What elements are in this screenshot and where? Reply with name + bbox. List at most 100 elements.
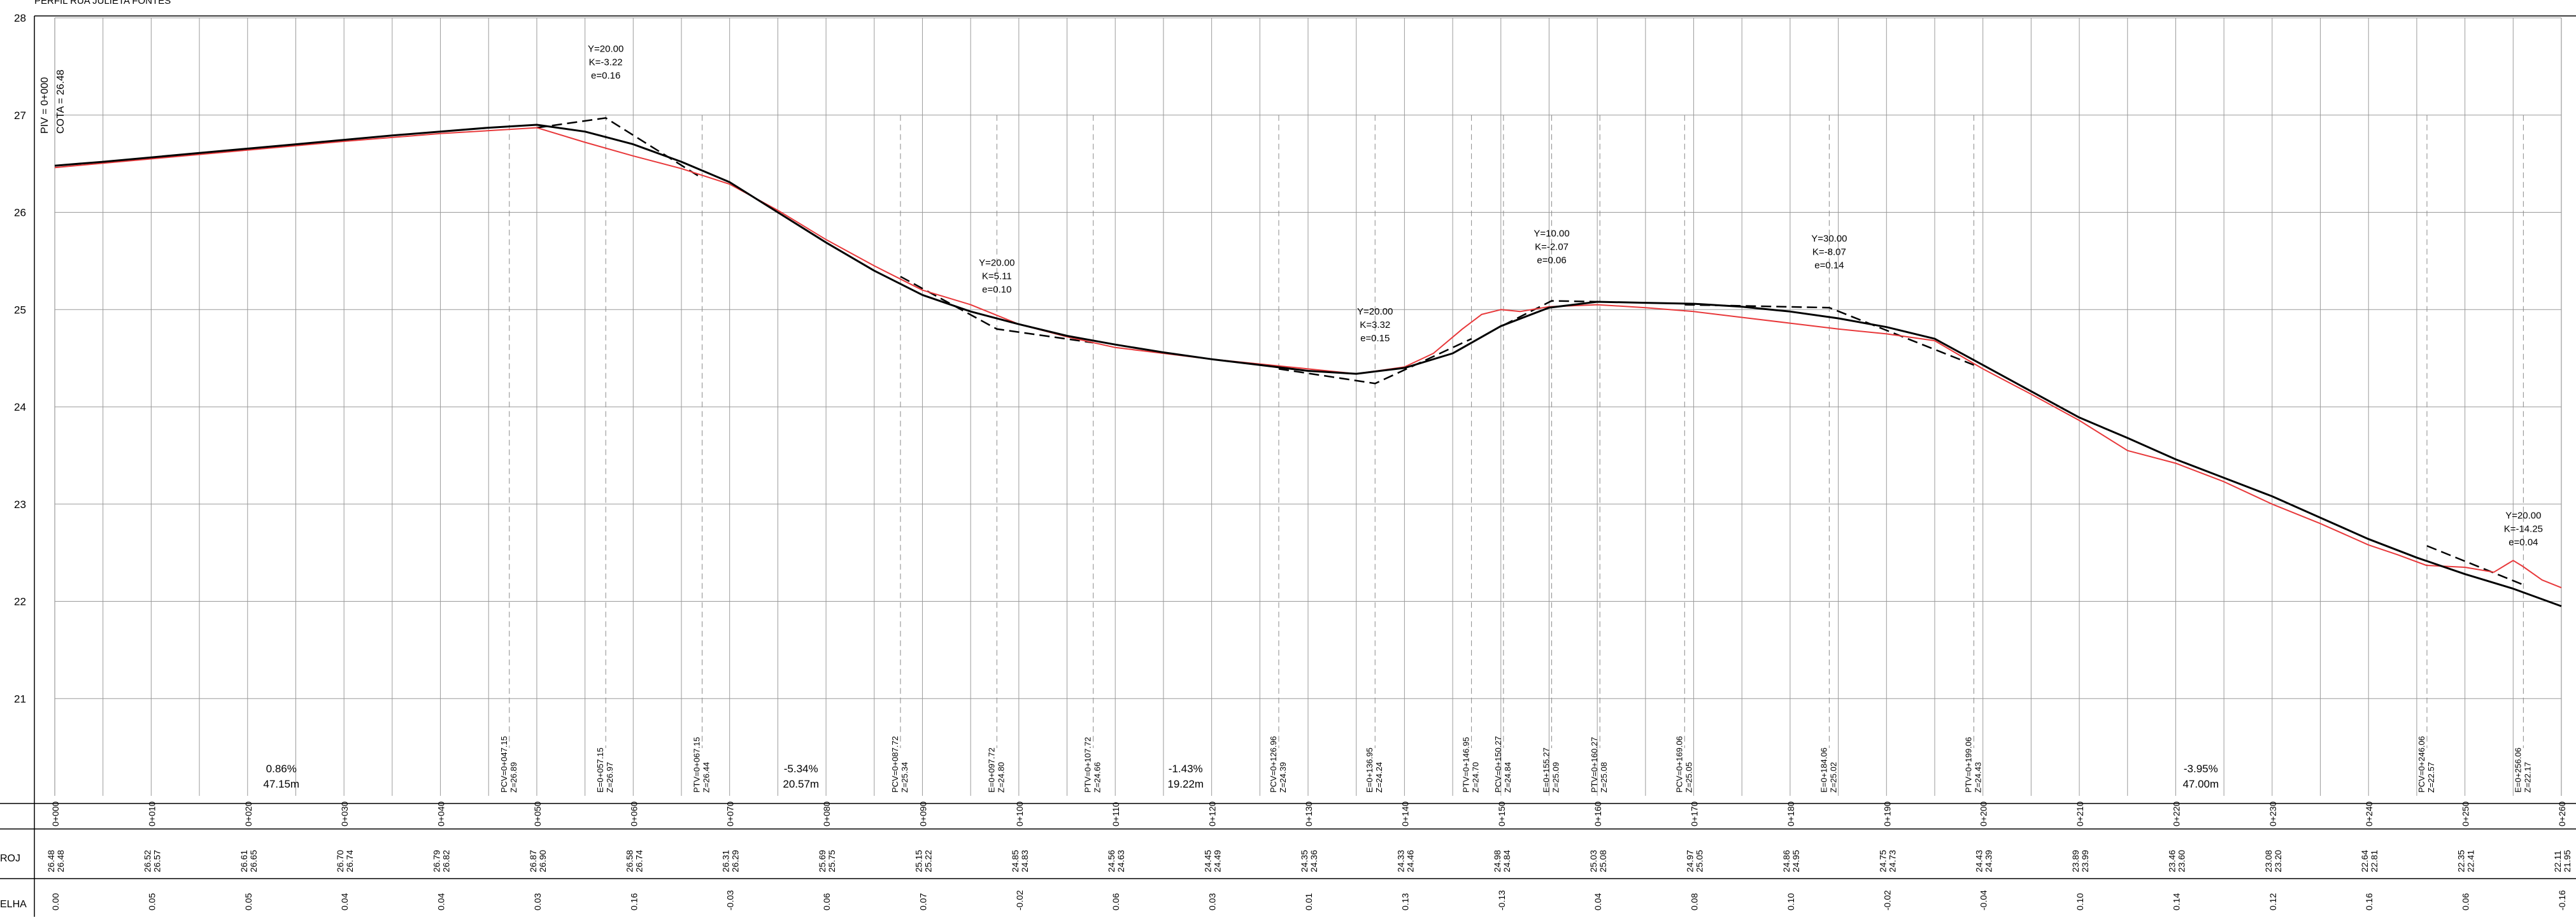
row-label-diff: ELHA xyxy=(0,899,27,910)
start-annotation-piv: PIV = 0+000 xyxy=(39,77,50,134)
series-layer xyxy=(54,117,2562,607)
difference-cell: 0.03 xyxy=(1207,893,1218,910)
terrain-elevation-cell: 24.84 xyxy=(1502,850,1512,872)
curve-parameter-label: e=0.15 xyxy=(1360,333,1390,344)
projected-elevation-cell: 26.52 xyxy=(142,850,152,872)
difference-cell: -0.02 xyxy=(1882,890,1892,910)
y-tick-label: 21 xyxy=(14,693,26,705)
projected-elevation-cell: 26.61 xyxy=(239,850,249,872)
grade-percent-label: 0.86% xyxy=(266,763,297,775)
curve-parameter-label: K=-8.07 xyxy=(1812,246,1846,257)
station-label: 0+030 xyxy=(339,801,350,826)
projected-elevation-cell: 25.03 xyxy=(1588,850,1598,872)
projected-elevation-cell: 26.79 xyxy=(432,850,442,872)
difference-cell: -0.16 xyxy=(2557,890,2567,910)
projected-elevation-cell: 24.86 xyxy=(1781,850,1791,872)
difference-cell: 0.05 xyxy=(243,893,253,910)
difference-cell: 0.13 xyxy=(1400,893,1410,910)
projected-elevation-cell: 24.98 xyxy=(1492,850,1502,872)
grade-percent-label: -1.43% xyxy=(1169,763,1203,775)
y-tick-label: 25 xyxy=(14,304,26,316)
marker-station-label: PCV=0+047.15 xyxy=(499,736,509,793)
difference-cell: 0.16 xyxy=(2364,893,2374,910)
tangent-line xyxy=(900,276,1093,344)
grade-percent-label: -3.95% xyxy=(2184,763,2218,775)
marker-station-label: E=0+256.06 xyxy=(2513,747,2523,793)
marker-station-label: E=0+155.27 xyxy=(1542,747,1551,793)
curve-parameter-label: Y=10.00 xyxy=(1534,229,1569,239)
station-label: 0+200 xyxy=(1979,801,1989,826)
station-label: 0+100 xyxy=(1014,801,1025,826)
terrain-elevation-cell: 26.29 xyxy=(730,850,741,872)
marker-station-label: PTV=0+160.27 xyxy=(1590,737,1599,793)
curve-parameter-label: e=0.04 xyxy=(2508,537,2538,548)
marker-station-label: PTV=0+146.95 xyxy=(1462,737,1471,793)
terrain-elevation-cell: 24.36 xyxy=(1309,850,1319,872)
terrain-elevation-cell: 26.48 xyxy=(55,850,66,872)
curve-parameter-label: K=-14.25 xyxy=(2504,524,2543,535)
marker-station-label: E=0+136.95 xyxy=(1365,747,1374,793)
terrain-elevation-cell: 23.99 xyxy=(2080,850,2090,872)
terrain-elevation-cell: 26.74 xyxy=(634,850,644,872)
projected-elevation-cell: 24.35 xyxy=(1299,850,1309,872)
marker-elevation-label: Z=24.43 xyxy=(1973,762,1982,793)
projected-elevation-cell: 25.69 xyxy=(817,850,827,872)
curve-parameter-label: K=-2.07 xyxy=(1535,242,1569,253)
projected-elevation-cell: 23.08 xyxy=(2263,850,2274,872)
grid-layer: 21 22 23 24 25 26 27 28 xyxy=(14,12,2576,803)
difference-cell: 0.06 xyxy=(822,893,832,910)
station-label: 0+010 xyxy=(146,801,157,826)
difference-cell: 0.05 xyxy=(146,893,157,910)
difference-cell: 0.08 xyxy=(1690,893,1700,910)
station-label: 0+120 xyxy=(1207,801,1218,826)
station-label: 0+220 xyxy=(2171,801,2181,826)
marker-elevation-label: Z=25.02 xyxy=(1828,762,1838,793)
station-label: 0+020 xyxy=(243,801,253,826)
station-label: 0+000 xyxy=(50,801,60,826)
station-label: 0+210 xyxy=(2075,801,2085,826)
marker-elevation-label: Z=24.66 xyxy=(1093,762,1102,793)
terrain-elevation-cell: 26.90 xyxy=(537,850,548,872)
y-tick-label: 24 xyxy=(14,401,26,413)
marker-station-label: PTV=0+067.15 xyxy=(692,737,702,793)
marker-elevation-label: Z=26.89 xyxy=(509,762,518,793)
station-label: 0+090 xyxy=(918,801,928,826)
difference-cell: 0.00 xyxy=(50,893,60,910)
projected-elevation-cell: 26.70 xyxy=(335,850,345,872)
projected-elevation-cell: 24.45 xyxy=(1203,850,1213,872)
curve-parameter-label: e=0.14 xyxy=(1814,260,1844,271)
terrain-elevation-cell: 22.41 xyxy=(2466,850,2476,872)
marker-station-label: PTV=0+107.72 xyxy=(1083,737,1093,793)
difference-cell: -0.02 xyxy=(1014,890,1025,910)
y-tick-label: 28 xyxy=(14,12,26,24)
data-table: 0+000 26.48 26.48 0.00 0+010 26.52 26.57 0.05 0+… xyxy=(0,801,2576,917)
terrain-elevation-cell: 21.95 xyxy=(2562,850,2572,872)
projected-elevation-cell: 24.97 xyxy=(1685,850,1695,872)
marker-station-label: PCV=0+246.06 xyxy=(2417,736,2426,793)
y-tick-label: 26 xyxy=(14,207,26,219)
difference-cell: 0.04 xyxy=(436,893,446,910)
curve-parameter-label: Y=20.00 xyxy=(2505,511,2541,521)
marker-station-label: PTV=0+199.06 xyxy=(1963,737,1973,793)
difference-cell: 0.04 xyxy=(339,893,350,910)
grade-length-label: 47.15m xyxy=(263,778,299,790)
projected-elevation-cell: 25.15 xyxy=(913,850,923,872)
difference-cell: 0.06 xyxy=(1111,893,1121,910)
y-tick-label: 22 xyxy=(14,596,26,608)
difference-cell: 0.01 xyxy=(1304,893,1314,910)
projected-elevation-cell: 22.35 xyxy=(2456,850,2466,872)
y-tick-label: 23 xyxy=(14,499,26,511)
marker-station-label: PCV=0+087.72 xyxy=(890,736,900,793)
terrain-elevation-cell: 24.95 xyxy=(1791,850,1801,872)
grade-length-label: 47.00m xyxy=(2182,778,2219,790)
projected-elevation-cell: 26.58 xyxy=(624,850,634,872)
difference-cell: 0.07 xyxy=(918,893,928,910)
projected-elevation-cell: 22.64 xyxy=(2359,850,2370,872)
projected-elevation-cell: 26.87 xyxy=(528,850,538,872)
station-label: 0+240 xyxy=(2364,801,2374,826)
annotation-layer: Y=20.00 K=-3.22 e=0.16 Y=20.00 K=5.11 e=0.10 Y… xyxy=(263,43,2543,790)
curve-parameter-label: Y=20.00 xyxy=(1357,306,1393,317)
terrain-elevation-cell: 24.49 xyxy=(1213,850,1223,872)
marker-elevation-label: Z=22.17 xyxy=(2523,762,2532,793)
difference-cell: 0.06 xyxy=(2461,893,2471,910)
